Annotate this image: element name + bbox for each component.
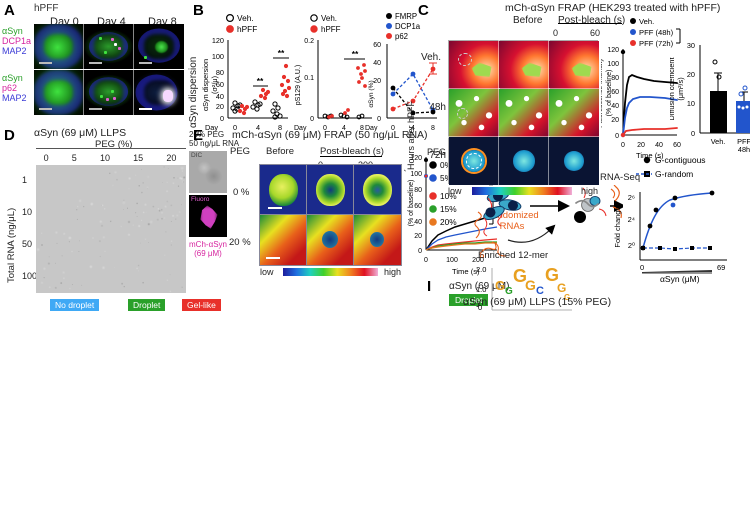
svg-text:Day: Day xyxy=(294,125,307,132)
svg-text:20%: 20% xyxy=(440,217,457,227)
svg-text:hPFF: hPFF xyxy=(321,25,341,34)
svg-text:40: 40 xyxy=(655,142,663,149)
svg-text:48h: 48h xyxy=(738,145,750,154)
svg-text:120: 120 xyxy=(607,47,619,54)
svg-text:40: 40 xyxy=(373,60,381,67)
svg-text:Fluorescence intensity: Fluorescence intensity xyxy=(601,58,604,128)
svg-text:Fluorescence intensity: Fluorescence intensity xyxy=(404,168,406,238)
svg-text:p62: p62 xyxy=(395,32,408,41)
svg-text:1.0: 1.0 xyxy=(476,285,486,294)
svg-text:0.1: 0.1 xyxy=(304,75,314,82)
svg-text:69: 69 xyxy=(717,263,725,272)
svg-text:Veh.: Veh. xyxy=(711,137,726,146)
svg-text:80: 80 xyxy=(216,68,224,77)
svg-text:0: 0 xyxy=(391,125,395,132)
svg-text:**: ** xyxy=(257,76,264,86)
svg-text:**: ** xyxy=(352,49,359,59)
svg-text:30: 30 xyxy=(687,41,695,50)
svg-text:DCP1a: DCP1a xyxy=(395,22,421,31)
svg-text:20: 20 xyxy=(611,117,619,124)
svg-text:20: 20 xyxy=(637,142,645,149)
svg-text:60: 60 xyxy=(414,203,422,210)
svg-text:Veh.: Veh. xyxy=(237,13,254,23)
svg-text:20: 20 xyxy=(216,102,224,111)
svg-text:8: 8 xyxy=(431,125,435,132)
svg-text:Day: Day xyxy=(365,125,378,132)
svg-text:100: 100 xyxy=(607,61,619,68)
svg-text:0: 0 xyxy=(418,248,422,255)
svg-text:0: 0 xyxy=(220,114,224,123)
svg-text:G-random: G-random xyxy=(655,169,693,179)
svg-text:8: 8 xyxy=(360,125,364,132)
svg-text:hPFF: hPFF xyxy=(237,24,257,34)
svg-text:Fold change: Fold change xyxy=(613,206,622,247)
svg-text:Co-localization with: Co-localization with xyxy=(365,65,366,122)
svg-text:100: 100 xyxy=(410,171,422,178)
svg-text:Veh.: Veh. xyxy=(639,17,654,26)
svg-text:G: G xyxy=(495,278,505,293)
svg-text:αSyn (%): αSyn (%) xyxy=(368,80,375,107)
svg-text:0: 0 xyxy=(310,116,314,123)
svg-text:2⁰: 2⁰ xyxy=(628,241,635,250)
svg-text:0: 0 xyxy=(640,263,644,272)
svg-text:(% of baseline): (% of baseline) xyxy=(408,180,415,227)
svg-text:2⁶: 2⁶ xyxy=(628,193,635,202)
svg-text:80: 80 xyxy=(414,187,422,194)
svg-text:4: 4 xyxy=(342,125,346,132)
svg-text:0: 0 xyxy=(233,123,237,132)
svg-text:0: 0 xyxy=(424,257,428,264)
svg-text:4: 4 xyxy=(256,123,260,132)
svg-text:0: 0 xyxy=(621,142,625,149)
svg-text:15%: 15% xyxy=(440,204,457,214)
svg-text:8: 8 xyxy=(278,123,282,132)
svg-text:60: 60 xyxy=(373,42,381,49)
svg-text:(σ²/μ): (σ²/μ) xyxy=(210,76,219,94)
svg-text:120: 120 xyxy=(212,36,224,45)
svg-text:PFF (48h): PFF (48h) xyxy=(639,28,674,37)
svg-text:2⁴: 2⁴ xyxy=(628,215,635,224)
svg-text:G: G xyxy=(525,277,536,293)
svg-text:0: 0 xyxy=(615,133,619,140)
svg-text:0: 0 xyxy=(377,116,381,123)
svg-text:Time (s): Time (s) xyxy=(636,151,664,160)
svg-text:αSyn dispersion: αSyn dispersion xyxy=(201,59,210,111)
svg-text:PFF (72h): PFF (72h) xyxy=(639,39,674,48)
svg-text:(μm²/s): (μm²/s) xyxy=(676,77,685,100)
svg-text:αSyn (μM): αSyn (μM) xyxy=(660,274,700,284)
svg-text:Day: Day xyxy=(205,123,218,132)
svg-text:**: ** xyxy=(278,48,285,58)
svg-text:0.2: 0.2 xyxy=(304,38,314,45)
svg-text:100: 100 xyxy=(212,52,224,61)
svg-text:20: 20 xyxy=(414,233,422,240)
svg-text:2.0: 2.0 xyxy=(476,265,486,274)
svg-text:10: 10 xyxy=(687,99,695,108)
svg-text:0: 0 xyxy=(323,125,327,132)
svg-text:0: 0 xyxy=(691,129,695,138)
svg-text:(% of baseline): (% of baseline) xyxy=(606,70,613,117)
svg-text:pS129 (A.U.): pS129 (A.U.) xyxy=(295,65,302,105)
svg-text:40: 40 xyxy=(414,219,422,226)
svg-text:100: 100 xyxy=(446,257,458,264)
svg-text:20: 20 xyxy=(687,70,695,79)
svg-text:Veh.: Veh. xyxy=(321,14,337,23)
svg-text:FMRP: FMRP xyxy=(395,12,417,21)
